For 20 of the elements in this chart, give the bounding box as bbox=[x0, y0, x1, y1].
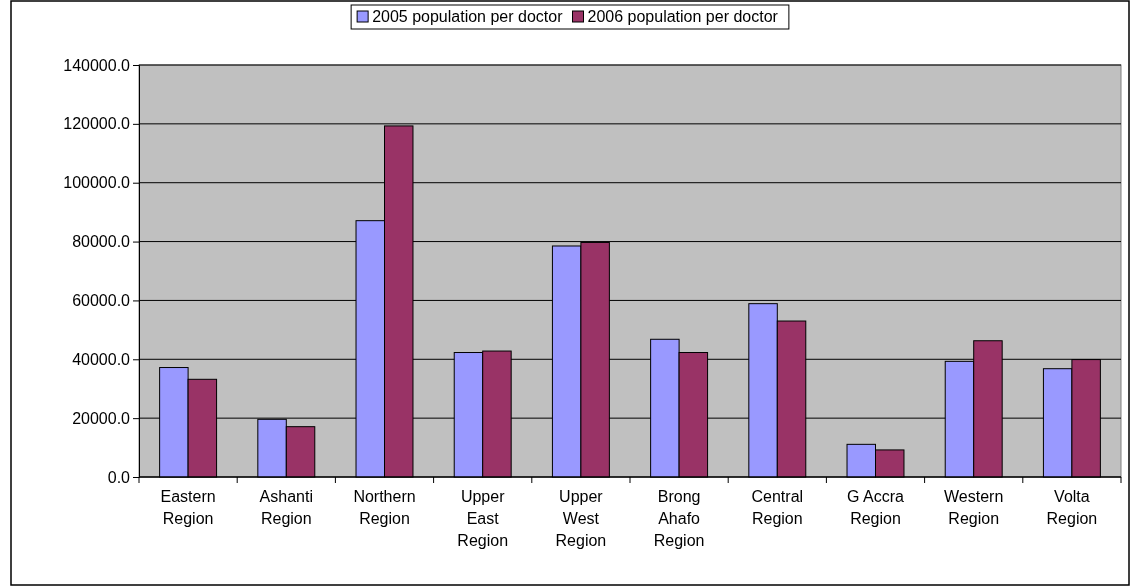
x-tick-label: Northern Region bbox=[353, 488, 416, 527]
x-tick-label: Brong Ahafo Region bbox=[653, 488, 705, 549]
x-tick-label: Ashanti Region bbox=[259, 488, 313, 527]
legend-label: 2005 population per doctor bbox=[372, 8, 564, 25]
y-tick-label: 40000.0 bbox=[72, 350, 131, 368]
y-tick-label: 100000.0 bbox=[63, 174, 131, 192]
legend-label: 2006 population per doctor bbox=[587, 8, 779, 25]
y-tick-label: 0.0 bbox=[107, 468, 131, 486]
y-tick-label: 140000.0 bbox=[63, 56, 131, 74]
x-tick-label: G Accra Region bbox=[847, 488, 905, 527]
x-tick-label: Eastern Region bbox=[160, 488, 216, 527]
x-tick-label: Upper East Region bbox=[457, 488, 509, 549]
x-tick-label: Western Region bbox=[944, 488, 1004, 527]
y-tick-label: 20000.0 bbox=[72, 409, 131, 427]
y-tick-label: 120000.0 bbox=[63, 115, 131, 133]
x-tick-label: Upper West Region bbox=[555, 488, 607, 549]
x-tick-label: Central Region bbox=[751, 488, 804, 527]
y-tick-label: 60000.0 bbox=[72, 292, 131, 310]
x-tick-label: Volta Region bbox=[1046, 488, 1098, 527]
y-tick-label: 80000.0 bbox=[72, 233, 131, 251]
